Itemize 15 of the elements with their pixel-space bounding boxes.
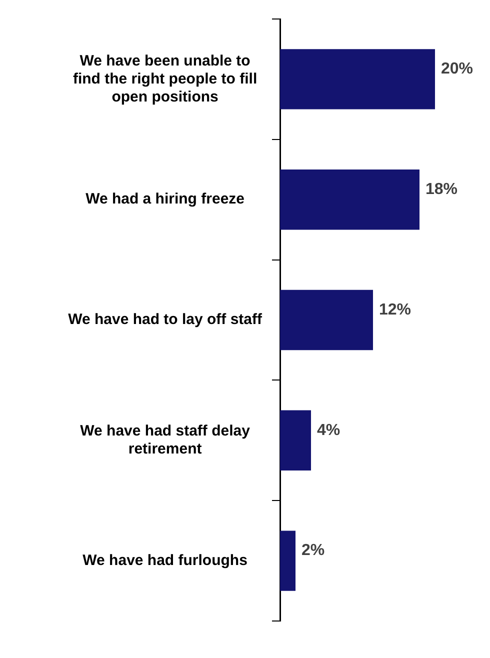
data-label: 2% [302, 542, 325, 560]
bar [280, 290, 373, 350]
bar [280, 530, 296, 591]
data-label: 4% [317, 422, 340, 439]
bar [280, 170, 420, 230]
bar [280, 49, 435, 110]
y-tick-label: We have had furloughs [82, 552, 248, 569]
data-label: 12% [379, 301, 412, 318]
y-tick-label: We have had to lay off staff [68, 311, 263, 328]
y-tick-label: We have had staff delay retirement [80, 422, 251, 458]
y-tick-label: We have been unable to find the right people to fill open positions [72, 52, 258, 106]
bar [280, 410, 311, 470]
data-label: 20% [441, 60, 474, 78]
data-label: 18% [426, 181, 458, 198]
y-tick-label: We had a hiring freeze [86, 190, 245, 208]
